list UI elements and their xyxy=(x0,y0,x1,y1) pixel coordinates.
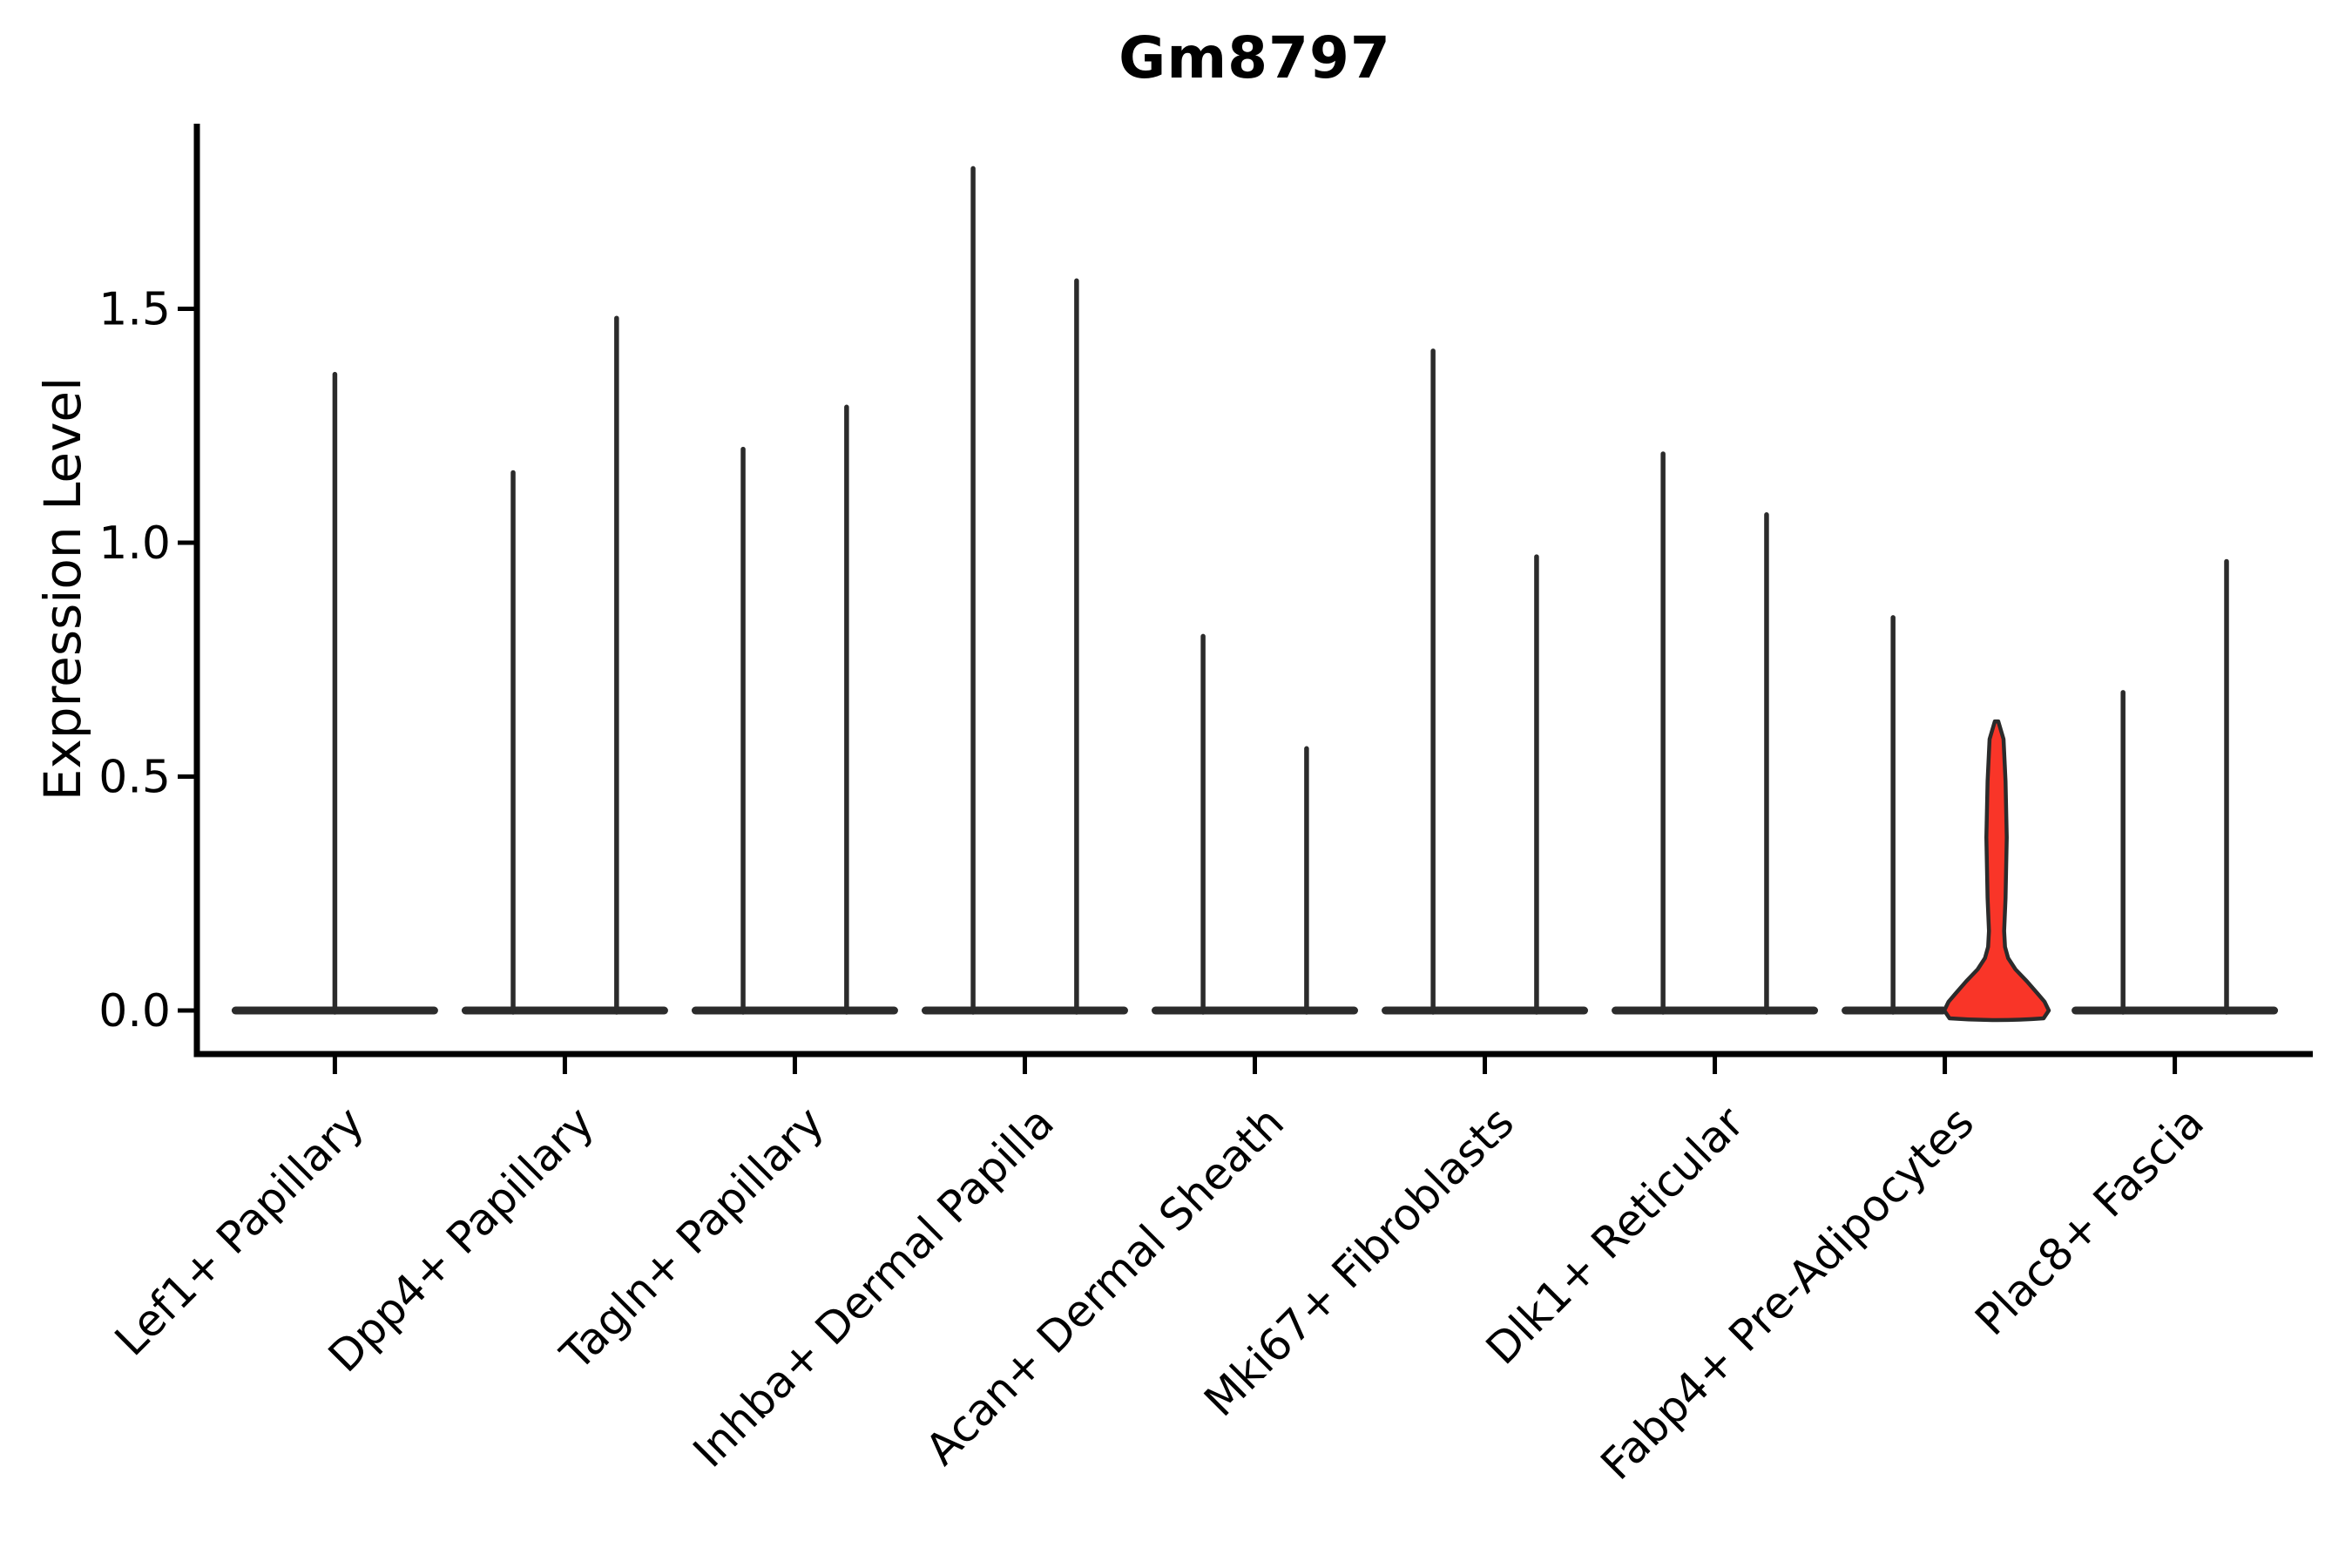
x-tick-label: Plac8+ Fascia xyxy=(1965,1097,2213,1345)
x-tick-label: Lef1+ Papillary xyxy=(105,1097,374,1365)
y-tick-label: 1.5 xyxy=(98,284,171,336)
axes-spines xyxy=(193,124,2313,1058)
y-tick-label: 0.0 xyxy=(98,985,171,1037)
violin-highlighted xyxy=(1942,719,2051,1023)
y-tick-label: 1.0 xyxy=(98,517,171,570)
y-tick-label: 0.5 xyxy=(98,752,171,804)
x-tick-label: Fabp4+ Pre-Adipocytes xyxy=(1592,1097,1984,1490)
y-axis-label: Expression Level xyxy=(33,376,92,801)
chart-title: Gm8797 xyxy=(1119,24,1391,91)
